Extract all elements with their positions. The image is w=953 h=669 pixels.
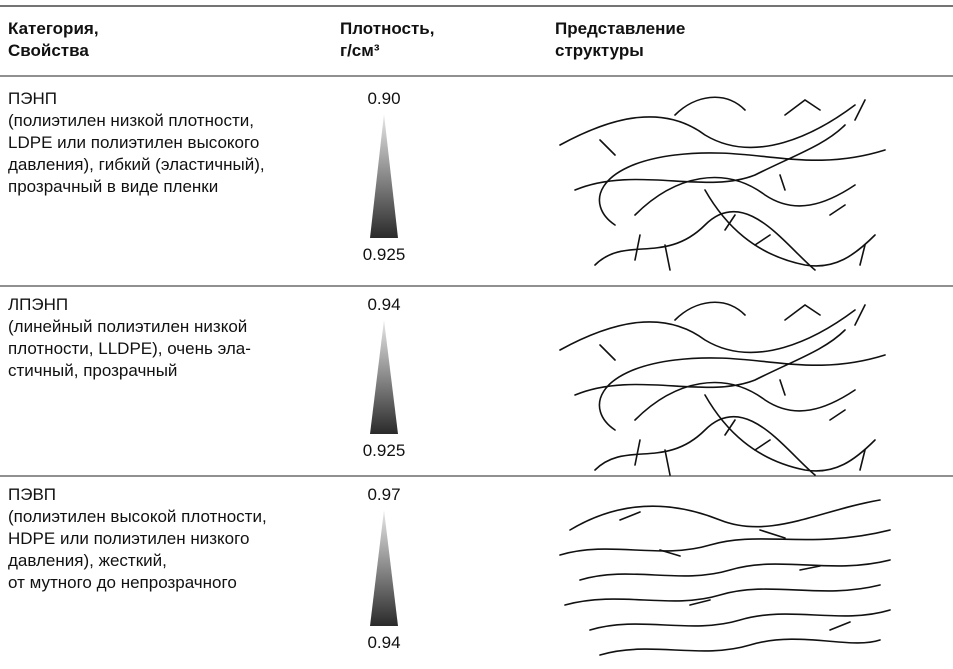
cell-text: LDPE или полиэтилен высокого <box>8 133 260 152</box>
header-text: структуры <box>555 41 644 60</box>
cell-text: HDPE или полиэтилен низкого <box>8 529 250 548</box>
header-text: Свойства <box>8 41 89 60</box>
cell-text: ПЭНП <box>8 89 57 108</box>
cell-text: прозрачный в виде пленки <box>8 177 219 196</box>
header-text: Плотность, <box>340 19 435 38</box>
density-triangle <box>370 320 398 434</box>
header-text: Категория, <box>8 19 99 38</box>
density-triangle <box>370 510 398 626</box>
structure-drawing <box>559 301 886 476</box>
cell-text: от мутного до непрозрачного <box>8 573 237 592</box>
header-text: Представление <box>555 19 686 38</box>
cell-text: давления), жесткий, <box>8 551 167 570</box>
cell-text: 0.925 <box>362 245 406 264</box>
structure-drawing <box>559 96 886 271</box>
cell-text: 0.90 <box>367 89 401 108</box>
cell-text: ПЭВП <box>8 485 56 504</box>
structure-drawing <box>559 499 891 656</box>
density-triangle <box>370 114 398 238</box>
cell-text: 0.94 <box>367 295 401 314</box>
cell-text: давления), гибкий (эластичный), <box>8 155 265 174</box>
cell-text: (полиэтилен высокой плотности, <box>8 507 267 526</box>
cell-text: ЛПЭНП <box>8 295 69 314</box>
cell-text: 0.925 <box>362 441 406 460</box>
cell-text: стичный, прозрачный <box>8 361 178 380</box>
cell-text: 0.97 <box>367 485 401 504</box>
cell-text: (линейный полиэтилен низкой <box>8 317 248 336</box>
cell-text: 0.94 <box>367 633 401 652</box>
cell-text: (полиэтилен низкой плотности, <box>8 111 254 130</box>
cell-text: плотности, LLDPE), очень эла- <box>8 339 251 358</box>
header-text: г/см³ <box>340 41 380 60</box>
